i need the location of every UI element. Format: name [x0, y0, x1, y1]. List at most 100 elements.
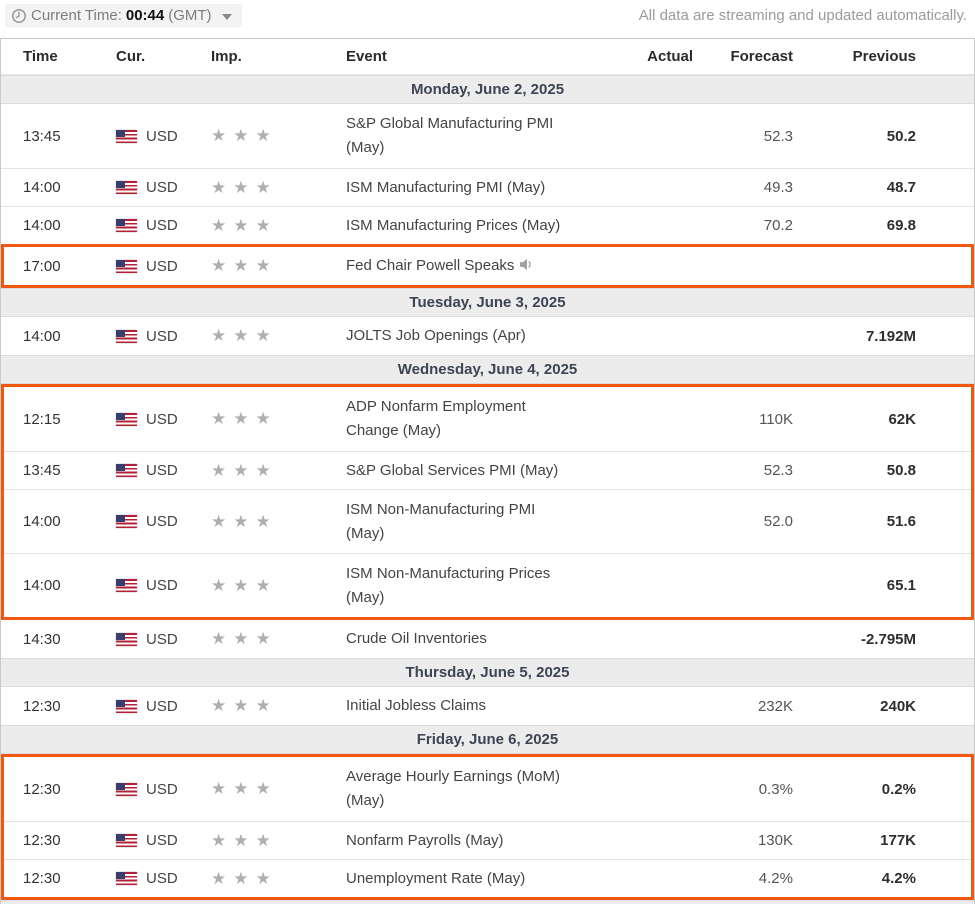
event-previous: 51.6: [886, 513, 916, 530]
us-flag-icon: [116, 632, 137, 646]
us-flag-icon: [116, 782, 137, 796]
current-time-label: Current Time:: [31, 7, 122, 24]
event-previous: -2.795M: [860, 630, 916, 648]
event-currency: USD: [116, 217, 211, 234]
event-row[interactable]: 12:30 USD ★★★ Unemployment Rate (May) 4.2% 4.…: [4, 859, 971, 897]
event-previous: 69.8: [886, 217, 916, 234]
event-row[interactable]: 14:30 USD ★★★ Crude Oil Inventories -2.795M: [1, 620, 974, 658]
event-time: 17:00: [23, 257, 61, 275]
us-flag-icon: [116, 872, 137, 885]
timezone-label: (GMT): [168, 7, 212, 24]
col-header-actual: Actual: [647, 48, 693, 65]
event-title: ISM Manufacturing Prices (May): [346, 216, 561, 234]
event-row[interactable]: 12:30 USD ★★★ Average Hourly Earnings (MoM)…: [4, 757, 971, 821]
event-previous: 50.2: [886, 127, 916, 145]
currency-code: USD: [146, 513, 178, 530]
event-previous: 7.192M: [865, 327, 916, 345]
importance-stars: ★★★: [211, 696, 278, 715]
event-currency: USD: [116, 832, 211, 849]
event-time: 14:00: [23, 327, 61, 345]
event-title: ISM Non-Manufacturing Prices (May): [346, 564, 551, 606]
col-header-event: Event: [346, 48, 387, 65]
event-time: 14:00: [23, 513, 61, 530]
col-header-currency: Cur.: [116, 48, 146, 65]
event-forecast: 130K: [757, 832, 793, 849]
day-header: Wednesday, June 4, 2025: [1, 355, 974, 384]
event-name[interactable]: ISM Manufacturing Prices (May): [346, 214, 636, 238]
event-title: ISM Manufacturing PMI (May): [346, 178, 546, 196]
current-time-selector[interactable]: Current Time: 00:44 (GMT): [5, 4, 242, 27]
currency-code: USD: [146, 410, 178, 428]
next-section-partial: [1, 900, 974, 904]
importance-stars: ★★★: [211, 126, 278, 145]
event-time: 12:15: [23, 410, 61, 428]
importance-stars: ★★★: [211, 460, 278, 480]
event-time: 12:30: [23, 780, 61, 798]
event-row[interactable]: 14:00 USD ★★★ ISM Non-Manufacturing Prices …: [4, 553, 971, 617]
event-row[interactable]: 14:00 USD ★★★ ISM Non-Manufacturing PMI (Ma…: [4, 489, 971, 553]
event-row[interactable]: 12:15 USD ★★★ ADP Nonfarm Employment Change…: [4, 387, 971, 451]
us-flag-icon: [116, 412, 137, 426]
event-row[interactable]: 17:00 USD ★★★ Fed Chair Powell Speaks: [4, 247, 971, 285]
currency-code: USD: [146, 127, 178, 145]
event-forecast: 49.3: [763, 179, 793, 196]
importance-stars: ★★★: [211, 215, 278, 235]
event-row[interactable]: 13:45 USD ★★★ S&P Global Manufacturing PMI …: [1, 104, 974, 168]
event-name[interactable]: Nonfarm Payrolls (May): [346, 829, 636, 853]
importance-stars: ★★★: [211, 511, 278, 531]
event-title: Crude Oil Inventories: [346, 630, 487, 647]
event-name[interactable]: ISM Manufacturing PMI (May): [346, 176, 636, 200]
col-header-time: Time: [23, 48, 58, 65]
chevron-down-icon[interactable]: [221, 13, 232, 20]
event-time: 14:00: [23, 577, 61, 594]
event-title: Unemployment Rate (May): [346, 869, 526, 887]
event-previous: 177K: [880, 832, 916, 849]
event-title: S&P Global Manufacturing PMI (May): [346, 115, 554, 156]
importance-stars: ★★★: [211, 575, 278, 595]
event-name[interactable]: Unemployment Rate (May): [346, 867, 636, 891]
currency-code: USD: [146, 257, 178, 275]
event-name[interactable]: Fed Chair Powell Speaks: [346, 254, 636, 279]
event-row[interactable]: 12:30 USD ★★★ Nonfarm Payrolls (May) 130K 177…: [4, 821, 971, 859]
event-time: 12:30: [23, 832, 61, 849]
day-header: Monday, June 2, 2025: [1, 75, 974, 104]
event-name[interactable]: S&P Global Services PMI (May): [346, 459, 636, 483]
event-name[interactable]: ISM Non-Manufacturing PMI (May): [346, 498, 636, 546]
us-flag-icon: [116, 329, 137, 343]
importance-stars: ★★★: [211, 177, 278, 197]
event-row[interactable]: 12:30 USD ★★★ Initial Jobless Claims 232K 240…: [1, 687, 974, 725]
event-forecast: 4.2%: [758, 870, 793, 887]
event-row[interactable]: 14:00 USD ★★★ ISM Manufacturing Prices (May…: [1, 206, 974, 244]
col-header-forecast: Forecast: [730, 48, 793, 65]
event-row[interactable]: 13:45 USD ★★★ S&P Global Services PMI (May)…: [4, 451, 971, 489]
event-row[interactable]: 14:00 USD ★★★ JOLTS Job Openings (Apr) 7.192…: [1, 317, 974, 355]
clock-icon: [11, 8, 27, 24]
currency-code: USD: [146, 870, 178, 887]
event-name[interactable]: S&P Global Manufacturing PMI (May): [346, 112, 636, 160]
event-name[interactable]: Average Hourly Earnings (MoM) (May): [346, 765, 636, 813]
table-header-row: Time Cur. Imp. Event Actual Forecast Pre…: [1, 39, 974, 75]
col-header-importance: Imp.: [211, 48, 242, 65]
streaming-note: All data are streaming and updated autom…: [638, 7, 967, 24]
event-title: S&P Global Services PMI (May): [346, 461, 559, 479]
importance-stars: ★★★: [211, 256, 278, 275]
us-flag-icon: [116, 699, 137, 713]
event-currency: USD: [116, 462, 211, 479]
event-currency: USD: [116, 411, 211, 428]
event-name[interactable]: ISM Non-Manufacturing Prices (May): [346, 562, 636, 610]
currency-code: USD: [146, 832, 178, 849]
event-name[interactable]: JOLTS Job Openings (Apr): [346, 324, 636, 348]
currency-code: USD: [146, 462, 178, 479]
day-header: Friday, June 6, 2025: [1, 725, 974, 754]
event-previous: 0.2%: [881, 780, 916, 798]
currency-code: USD: [146, 577, 178, 594]
event-previous: 62K: [888, 410, 916, 428]
us-flag-icon: [116, 464, 137, 477]
event-time: 12:30: [23, 697, 61, 715]
event-name[interactable]: Initial Jobless Claims: [346, 694, 636, 718]
us-flag-icon: [116, 515, 137, 528]
event-name[interactable]: Crude Oil Inventories: [346, 627, 636, 651]
event-row[interactable]: 14:00 USD ★★★ ISM Manufacturing PMI (May) 49…: [1, 168, 974, 206]
event-currency: USD: [116, 698, 211, 715]
event-name[interactable]: ADP Nonfarm Employment Change (May): [346, 395, 636, 443]
